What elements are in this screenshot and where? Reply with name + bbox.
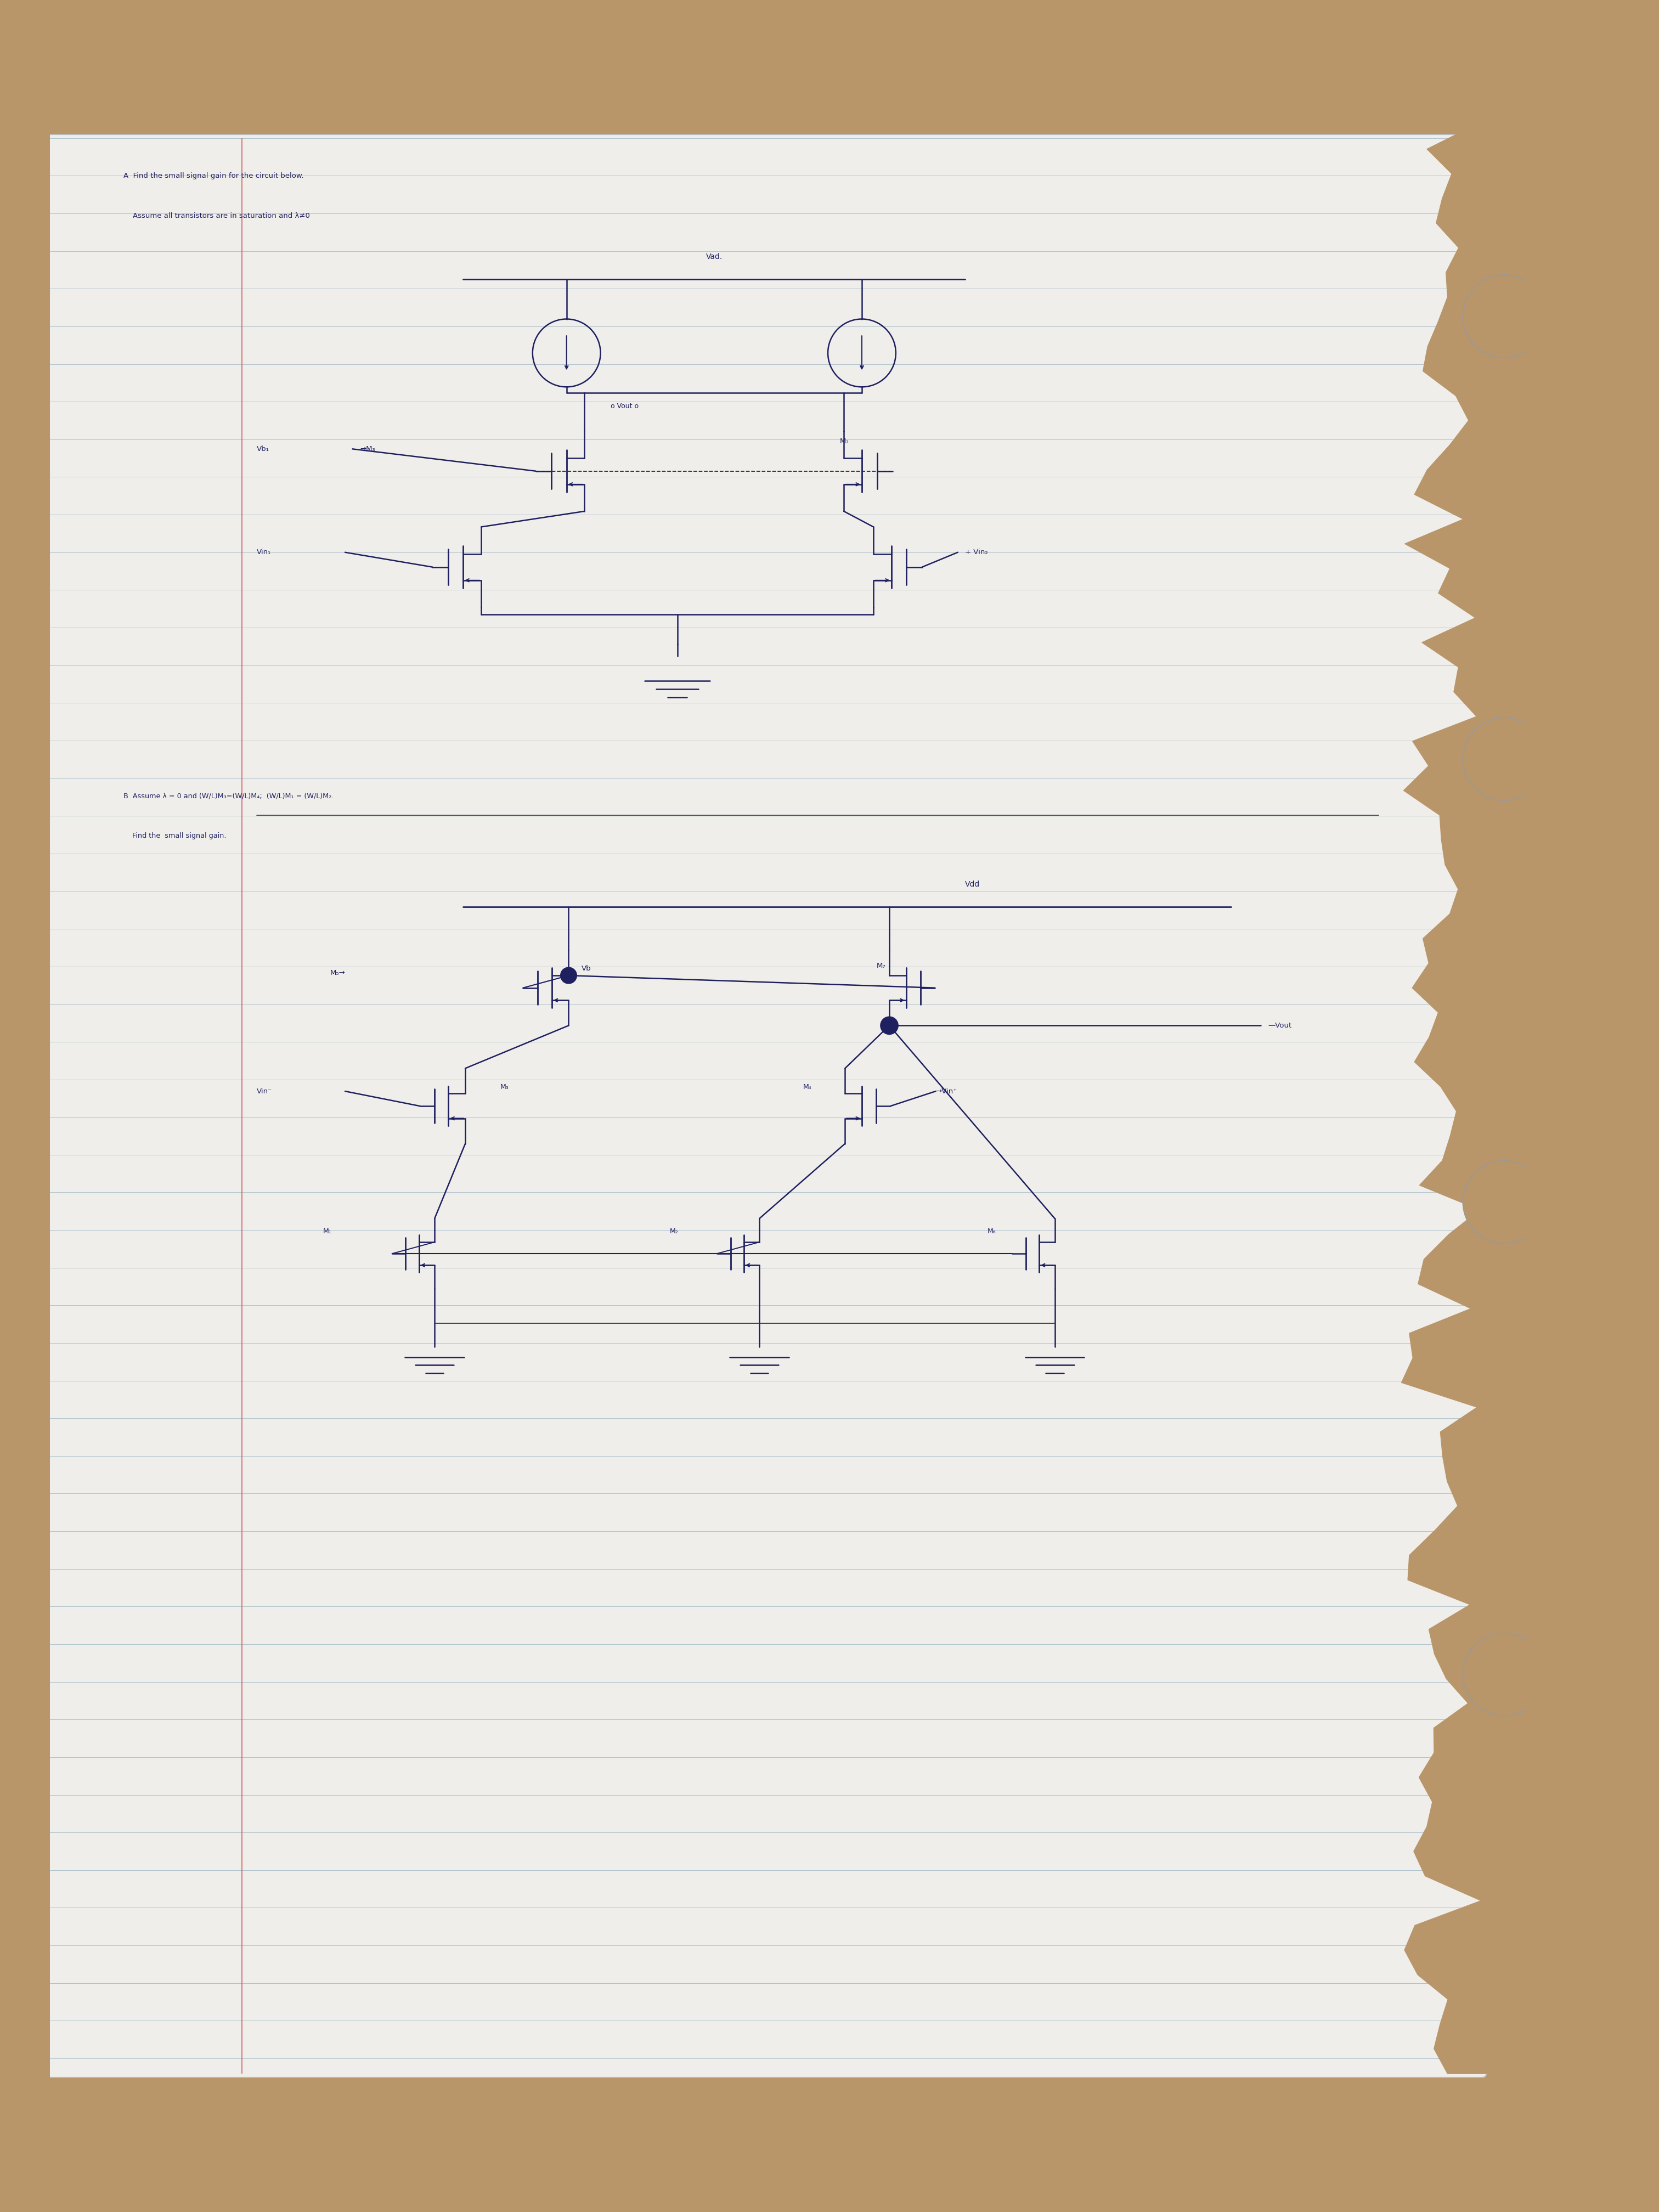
Text: Vad.: Vad. bbox=[705, 252, 723, 261]
Text: Vdd: Vdd bbox=[966, 880, 980, 889]
Text: M₆: M₆ bbox=[987, 1228, 995, 1234]
Text: →Vin⁺: →Vin⁺ bbox=[936, 1088, 957, 1095]
Circle shape bbox=[1463, 717, 1546, 801]
Text: o Vout o: o Vout o bbox=[611, 403, 639, 409]
Text: + Vin₂: + Vin₂ bbox=[966, 549, 989, 555]
Circle shape bbox=[561, 967, 577, 984]
FancyBboxPatch shape bbox=[45, 135, 1486, 2077]
Text: —Vout: —Vout bbox=[1267, 1022, 1292, 1029]
Text: M₃: M₃ bbox=[499, 1084, 509, 1091]
Text: M₁: M₁ bbox=[324, 1228, 332, 1234]
Text: →M₃: →M₃ bbox=[360, 445, 375, 453]
Text: M₅→: M₅→ bbox=[330, 969, 345, 978]
Text: Vin₁: Vin₁ bbox=[257, 549, 270, 555]
Circle shape bbox=[1463, 1632, 1546, 1717]
Text: M₇: M₇ bbox=[839, 438, 849, 445]
Text: B  Assume λ = 0 and (W/L)M₃=(W/L)M₄;  (W/L)M₁ = (W/L)M₂.: B Assume λ = 0 and (W/L)M₃=(W/L)M₄; (W/L… bbox=[123, 792, 333, 799]
Circle shape bbox=[881, 1018, 898, 1035]
Text: M₄: M₄ bbox=[803, 1084, 811, 1091]
Text: A  Find the small signal gain for the circuit below.: A Find the small signal gain for the cir… bbox=[123, 173, 304, 179]
Circle shape bbox=[1463, 274, 1546, 358]
Text: Find the  small signal gain.: Find the small signal gain. bbox=[123, 832, 227, 838]
Text: M₇: M₇ bbox=[876, 962, 886, 969]
Text: Vb₁: Vb₁ bbox=[257, 445, 269, 453]
Text: Vin⁻: Vin⁻ bbox=[257, 1088, 272, 1095]
Text: M₂: M₂ bbox=[670, 1228, 679, 1234]
Text: Vb: Vb bbox=[581, 964, 591, 973]
Text: Assume all transistors are in saturation and λ≠0: Assume all transistors are in saturation… bbox=[123, 212, 310, 219]
Circle shape bbox=[1463, 1161, 1546, 1243]
